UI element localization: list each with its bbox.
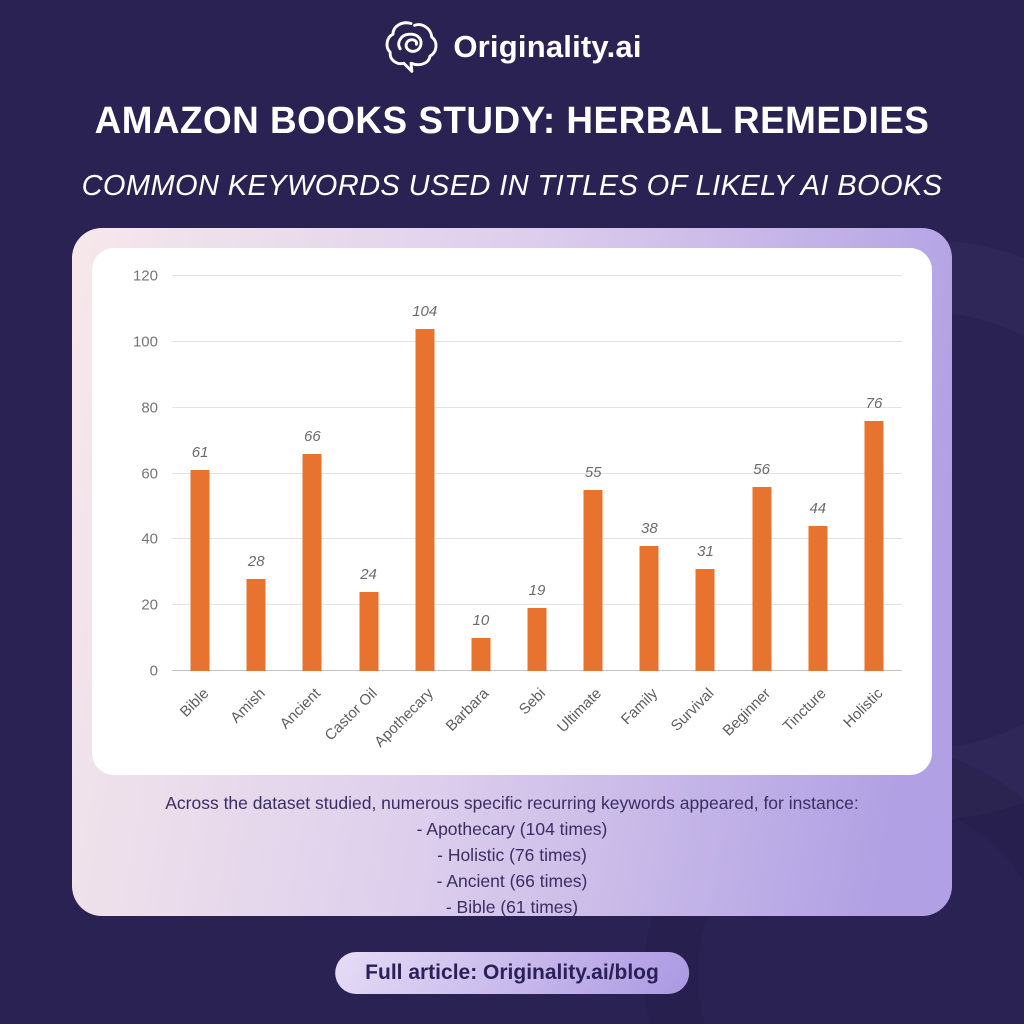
bar bbox=[695, 568, 715, 671]
bar bbox=[864, 420, 884, 671]
caption-intro: Across the dataset studied, numerous spe… bbox=[165, 793, 859, 813]
x-axis-label: Amish bbox=[226, 685, 269, 727]
bars-container: 61 Bible 28 Amish 66 Ancient 24 Castor Oil 104 Ap… bbox=[172, 276, 902, 751]
bar-value-label: 24 bbox=[360, 566, 377, 583]
bar-value-label: 76 bbox=[865, 394, 883, 412]
x-axis-label: Castor Oil bbox=[321, 685, 381, 745]
chart-caption: Across the dataset studied, numerous spe… bbox=[72, 790, 952, 920]
y-tick-label-80: 80 bbox=[141, 399, 158, 417]
caption-bullet: - Bible (61 times) bbox=[445, 897, 579, 917]
bar bbox=[302, 453, 322, 671]
bar bbox=[246, 578, 266, 671]
bar-value-label: 55 bbox=[584, 463, 602, 481]
chart-panel: 0 20 40 60 80 100 120 61 Bible 28 Amish 66 Ancient 2… bbox=[92, 248, 932, 775]
bar-value-label: 19 bbox=[528, 582, 546, 600]
gridline-20 bbox=[172, 604, 902, 606]
page-subtitle: COMMON KEYWORDS USED IN TITLES OF LIKELY… bbox=[81, 170, 943, 202]
bar-group-ancient: 66 Ancient bbox=[277, 276, 340, 733]
y-tick-label-40: 40 bbox=[141, 530, 158, 548]
x-axis-label: Tincture bbox=[779, 685, 830, 735]
plot-area: 61 Bible 28 Amish 66 Ancient 24 Castor Oil 104 Ap… bbox=[172, 275, 902, 751]
bar bbox=[190, 470, 210, 671]
bar-value-label: 56 bbox=[753, 460, 770, 478]
caption-bullet: - Ancient (66 times) bbox=[436, 871, 588, 891]
gridline-80 bbox=[172, 406, 902, 408]
y-tick-label-120: 120 bbox=[132, 267, 158, 285]
bar-group-castor-oil: 24 Castor Oil bbox=[321, 276, 396, 744]
caption-bullet: - Holistic (76 times) bbox=[437, 845, 587, 865]
x-axis-label: Survival bbox=[667, 685, 718, 735]
page-title: AMAZON BOOKS STUDY: HERBAL REMEDIES bbox=[94, 100, 930, 142]
caption-bullet: - Apothecary (104 times) bbox=[416, 819, 608, 839]
bar-value-label: 10 bbox=[472, 612, 490, 630]
x-axis-label: Holistic bbox=[839, 685, 886, 732]
x-axis-label: Family bbox=[618, 685, 662, 729]
bar-value-label: 28 bbox=[247, 552, 265, 570]
chart-card: 0 20 40 60 80 100 120 61 Bible 28 Amish 66 Ancient 2… bbox=[72, 228, 952, 917]
bar-value-label: 38 bbox=[640, 519, 658, 537]
bar-group-holistic: 76 Holistic bbox=[840, 276, 902, 731]
bar-value-label: 66 bbox=[304, 427, 321, 445]
bar-group-bible: 61 Bible bbox=[172, 276, 228, 720]
bar bbox=[639, 545, 659, 671]
bar bbox=[471, 638, 491, 671]
bar-value-label: 104 bbox=[412, 302, 438, 320]
x-axis-label: Bible bbox=[176, 685, 213, 721]
gridline-100 bbox=[172, 340, 902, 342]
y-tick-label-20: 20 bbox=[141, 596, 158, 614]
gridline-40 bbox=[172, 538, 902, 540]
gridline-60 bbox=[172, 472, 902, 474]
bar-group-apothecary: 104 Apothecary bbox=[371, 276, 453, 751]
brand-logo-text: Originality.ai bbox=[453, 29, 642, 64]
x-axis-label: Ancient bbox=[277, 685, 325, 733]
bar bbox=[527, 608, 547, 671]
bar-value-label: 44 bbox=[809, 500, 827, 518]
brain-icon bbox=[385, 21, 438, 73]
bar-group-amish: 28 Amish bbox=[227, 276, 284, 727]
bar-value-label: 61 bbox=[191, 444, 209, 462]
bar-group-beginner: 56 Beginner bbox=[719, 276, 790, 740]
y-axis: 0 20 40 60 80 100 120 bbox=[120, 268, 172, 680]
x-axis-label: Beginner bbox=[719, 685, 774, 740]
bar bbox=[359, 592, 379, 671]
brand-logo: Originality.ai bbox=[0, 16, 1024, 78]
bar-value-label: 31 bbox=[697, 542, 714, 560]
y-tick-label-0: 0 bbox=[149, 662, 158, 680]
bar-group-tincture: 44 Tincture bbox=[780, 276, 846, 735]
full-article-link[interactable]: Full article: Originality.ai/blog bbox=[335, 952, 689, 994]
bar-chart: 0 20 40 60 80 100 120 61 Bible 28 Amish 66 Ancient 2… bbox=[120, 268, 902, 775]
x-axis-label: Sebi bbox=[515, 685, 550, 719]
bar-group-ultimate: 55 Ultimate bbox=[554, 276, 621, 736]
x-axis-label: Apothecary bbox=[371, 685, 437, 751]
bar bbox=[415, 328, 435, 671]
x-axis-label: Ultimate bbox=[554, 685, 606, 736]
y-tick-label-100: 100 bbox=[132, 333, 158, 351]
bar bbox=[583, 489, 603, 671]
x-axis-label: Barbara bbox=[443, 685, 493, 735]
y-tick-label-60: 60 bbox=[141, 465, 158, 482]
gridline-120 bbox=[172, 275, 902, 276]
bar-group-family: 38 Family bbox=[618, 276, 677, 728]
bar bbox=[808, 526, 828, 671]
bar-group-barbara: 10 Barbara bbox=[443, 276, 509, 735]
bar-group-sebi: 19 Sebi bbox=[509, 276, 565, 718]
bar-group-survival: 31 Survival bbox=[668, 276, 733, 735]
bar bbox=[752, 486, 772, 671]
